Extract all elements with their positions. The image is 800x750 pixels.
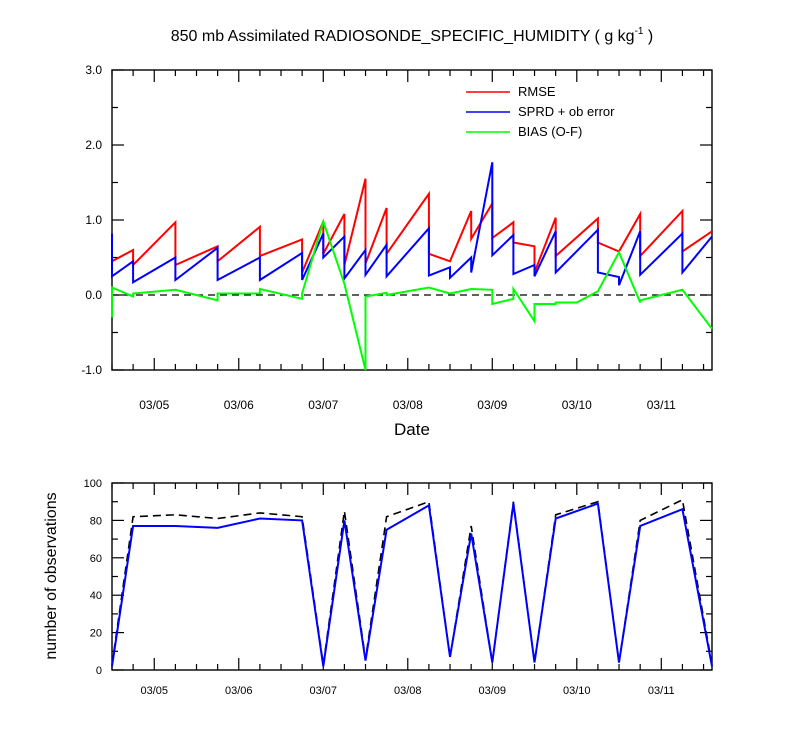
- top-series-bias-o-f: [111, 218, 713, 371]
- top-ytick-label: 3.0: [85, 63, 102, 77]
- top-plot-frame: [111, 69, 713, 371]
- top-ytick-label: 2.0: [85, 138, 102, 152]
- top-ytick-label: -1.0: [81, 363, 102, 377]
- bottom-ytick-label: 60: [90, 553, 102, 565]
- bottom-xtick-label: 03/08: [394, 685, 422, 697]
- bottom-series-assimilated: [111, 502, 713, 667]
- top-chart-title: 850 mb Assimilated RADIOSONDE_SPECIFIC_H…: [171, 26, 654, 45]
- bottom-xtick-label: 03/07: [310, 685, 338, 697]
- top-xtick-label: 03/05: [139, 398, 169, 412]
- legend-label-bias: BIAS (O-F): [518, 124, 582, 139]
- top-xtick-label: 03/09: [477, 398, 507, 412]
- bottom-xtick-label: 03/06: [225, 685, 253, 697]
- bottom-xtick-label: 03/05: [140, 685, 168, 697]
- bottom-ytick-label: 0: [96, 665, 102, 677]
- legend: RMSE SPRD + ob error BIAS (O-F): [466, 84, 615, 139]
- top-xtick-label: 03/11: [647, 398, 676, 412]
- top-xtick-label: 03/06: [224, 398, 254, 412]
- legend-label-sprd: SPRD + ob error: [518, 104, 615, 119]
- top-ytick-label: 1.0: [85, 213, 102, 227]
- bottom-ytick-label: 40: [90, 590, 102, 602]
- bottom-ytick-label: 20: [90, 628, 102, 640]
- bottom-ytick-label: 80: [90, 515, 102, 527]
- bottom-xtick-label: 03/11: [648, 685, 675, 697]
- bottom-ytick-label: 100: [84, 478, 102, 490]
- top-xtick-label: 03/08: [393, 398, 423, 412]
- top-xaxis-label: Date: [394, 420, 430, 439]
- top-series-sprd-ob-error: [111, 162, 713, 286]
- top-ytick-label: 0.0: [85, 288, 102, 302]
- top-xtick-label: 03/07: [308, 398, 338, 412]
- bottom-yaxis-label: number of observations: [43, 492, 60, 659]
- top-xtick-label: 03/10: [562, 398, 592, 412]
- bottom-xtick-label: 03/10: [563, 685, 591, 697]
- legend-label-rmse: RMSE: [518, 84, 556, 99]
- bottom-xtick-label: 03/09: [479, 685, 507, 697]
